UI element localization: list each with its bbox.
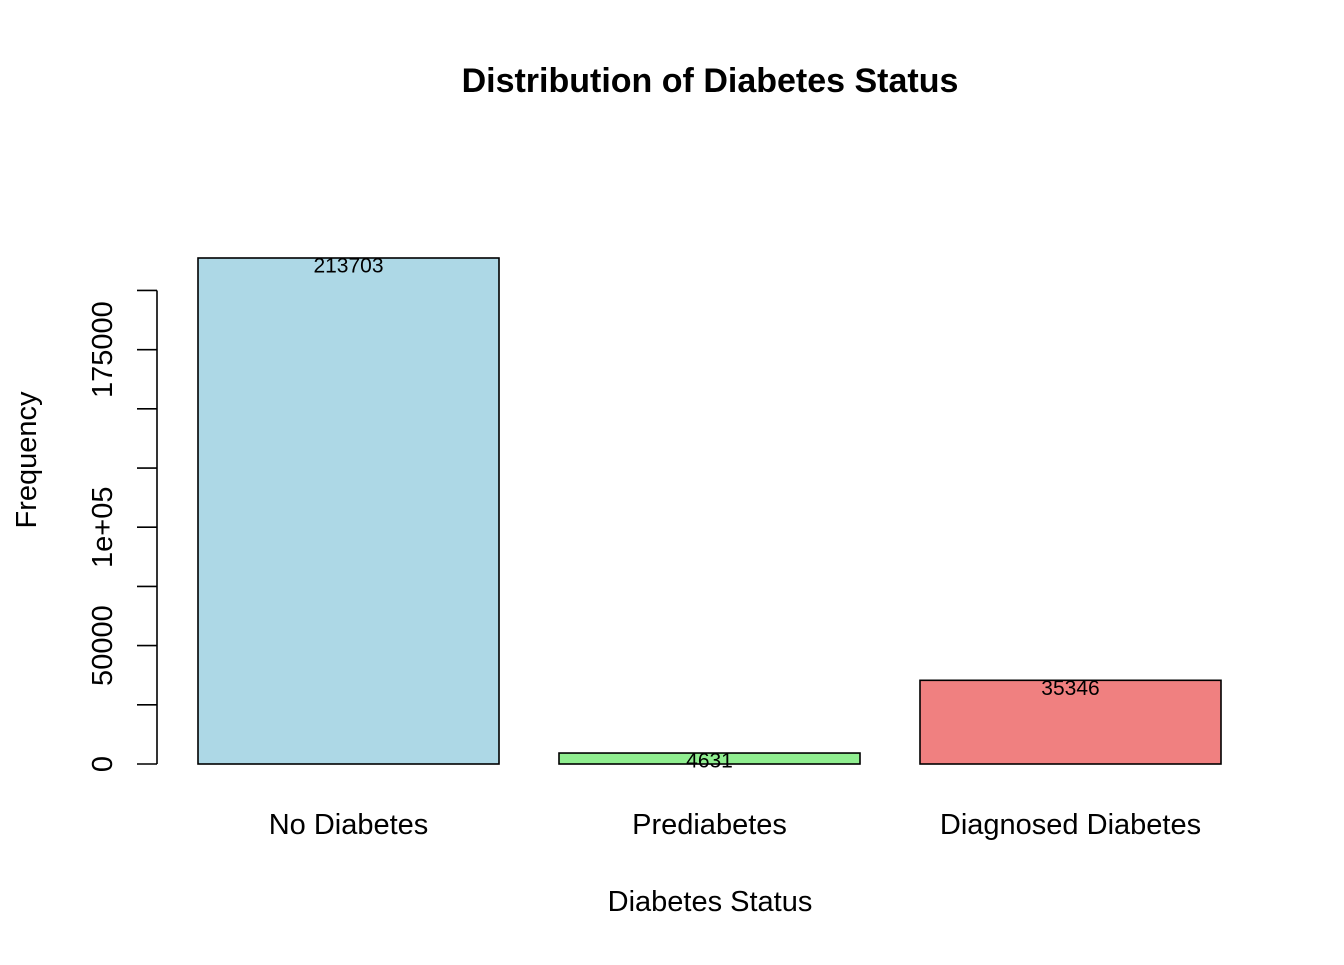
bar-value-label: 35346 — [1041, 677, 1099, 700]
bar-value-label: 213703 — [313, 255, 383, 278]
y-tick-label: 50000 — [87, 605, 119, 686]
y-axis: 0 50000 1e+05 175000 — [87, 289, 158, 772]
y-axis-label: Frequency — [11, 391, 43, 529]
x-axis-label: Diabetes Status — [608, 886, 813, 918]
bars — [197, 257, 1222, 765]
x-tick-label: Prediabetes — [632, 809, 787, 841]
y-tick-label: 175000 — [87, 301, 119, 398]
bar — [197, 257, 500, 765]
x-tick-labels: No Diabetes Prediabetes Diagnosed Diabetes — [269, 809, 1201, 841]
bar-value-label: 4631 — [686, 750, 733, 773]
y-tick-label: 1e+05 — [87, 486, 119, 567]
bar — [919, 679, 1222, 765]
x-tick-label: Diagnosed Diabetes — [940, 809, 1201, 841]
x-tick-label: No Diabetes — [269, 809, 429, 841]
chart-title: Distribution of Diabetes Status — [462, 62, 959, 100]
y-tick-label: 0 — [87, 756, 119, 772]
bar — [558, 752, 861, 765]
value-labels: 213703 4631 35346 — [313, 255, 1099, 773]
